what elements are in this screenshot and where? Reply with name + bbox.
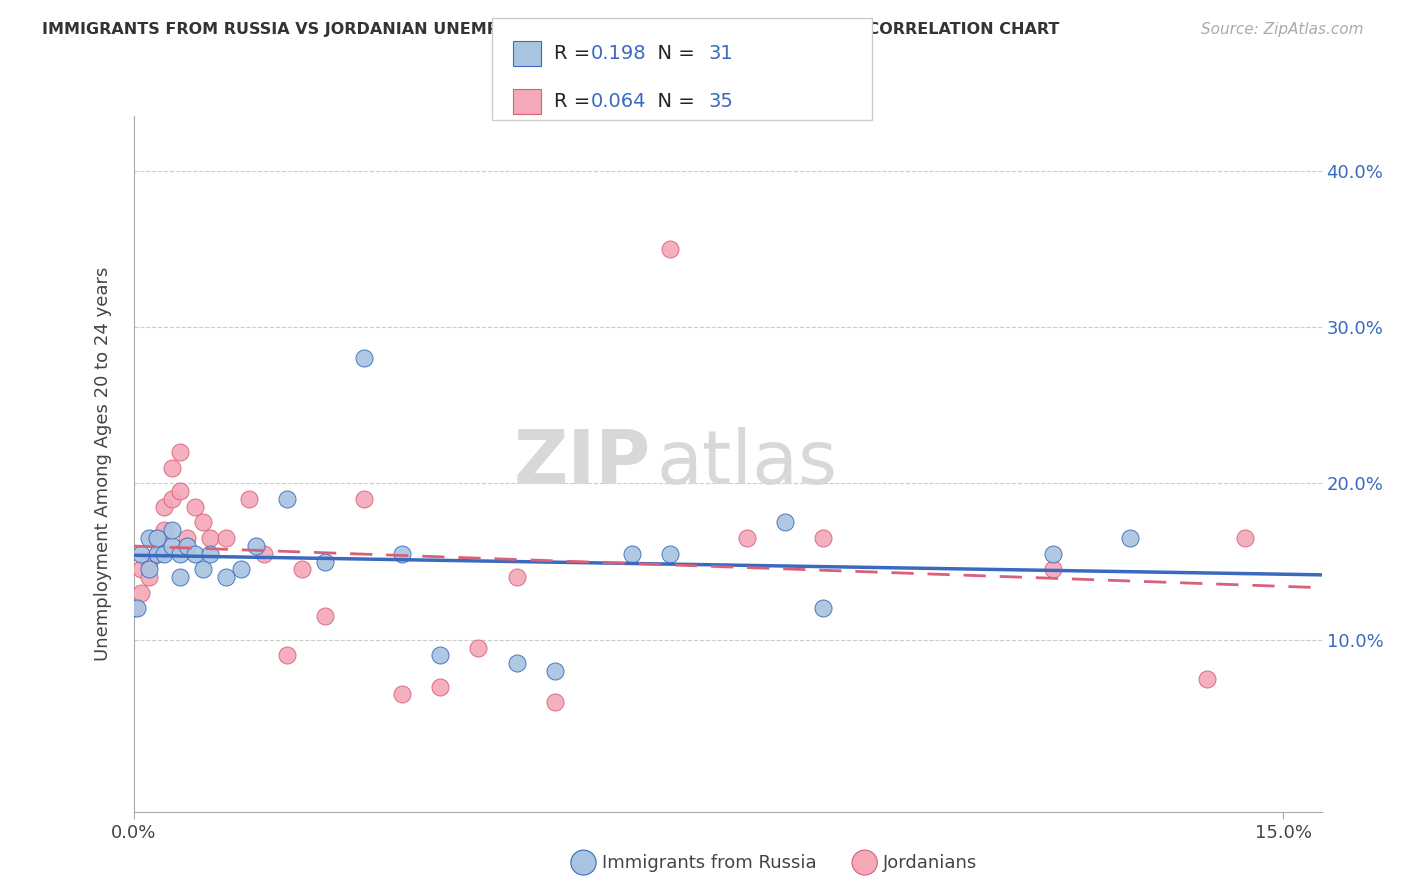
Text: N =: N = [645,93,702,112]
Point [291,562,314,576]
Point [813,531,835,545]
Point [191,562,214,576]
Point [200,531,222,545]
Point [176,539,198,553]
Point [122,601,145,615]
Point [160,523,183,537]
Point [169,445,191,459]
Point [1042,562,1064,576]
Point [129,586,152,600]
Point [214,531,236,545]
Point [391,547,413,561]
Point [138,555,160,569]
Point [813,601,835,615]
Point [544,664,567,678]
Point [314,555,336,569]
Point [127,601,149,615]
Point [138,531,160,545]
Point [429,648,451,663]
Text: 35: 35 [709,93,734,112]
Point [735,531,758,545]
Y-axis label: Unemployment Among Ages 20 to 24 years: Unemployment Among Ages 20 to 24 years [94,267,112,661]
Text: Source: ZipAtlas.com: Source: ZipAtlas.com [1201,22,1364,37]
Point [191,516,214,530]
Text: N =: N = [645,45,702,63]
Point [129,562,152,576]
Point [773,516,796,530]
Point [353,491,375,506]
Point [214,570,236,584]
Point [1119,531,1142,545]
Point [245,539,267,553]
Point [176,531,198,545]
Point [544,695,567,709]
Text: R =: R = [554,93,596,112]
Point [184,547,207,561]
Point [169,484,191,499]
Point [506,570,529,584]
Point [506,656,529,670]
Text: IMMIGRANTS FROM RUSSIA VS JORDANIAN UNEMPLOYMENT AMONG AGES 20 TO 24 YEARS CORRE: IMMIGRANTS FROM RUSSIA VS JORDANIAN UNEM… [42,22,1060,37]
Point [659,242,682,256]
Point [169,547,191,561]
Point [129,547,152,561]
Point [200,547,222,561]
Point [153,523,176,537]
Point [276,648,298,663]
Point [138,562,160,576]
Point [160,539,183,553]
Point [253,547,276,561]
Point [169,570,191,584]
Point [145,547,167,561]
Point [145,531,167,545]
Text: Jordanians: Jordanians [883,854,977,871]
Point [467,640,489,655]
Point [238,491,260,506]
Point [1195,672,1218,686]
Point [391,688,413,702]
Text: 0.064: 0.064 [591,93,645,112]
Point [160,491,183,506]
Point [429,680,451,694]
Point [153,547,176,561]
Point [145,547,167,561]
Text: R =: R = [554,45,596,63]
Point [153,500,176,514]
Point [229,562,252,576]
Point [1233,531,1256,545]
Text: Immigrants from Russia: Immigrants from Russia [602,854,817,871]
Point [160,460,183,475]
Text: 0.198: 0.198 [591,45,647,63]
Point [659,547,682,561]
Text: ZIP: ZIP [513,427,651,500]
Point [314,609,336,624]
Text: 31: 31 [709,45,734,63]
Point [620,547,643,561]
Point [353,351,375,366]
Point [145,531,167,545]
Point [184,500,207,514]
Point [1042,547,1064,561]
Text: atlas: atlas [657,427,838,500]
Point [138,570,160,584]
Point [276,491,298,506]
